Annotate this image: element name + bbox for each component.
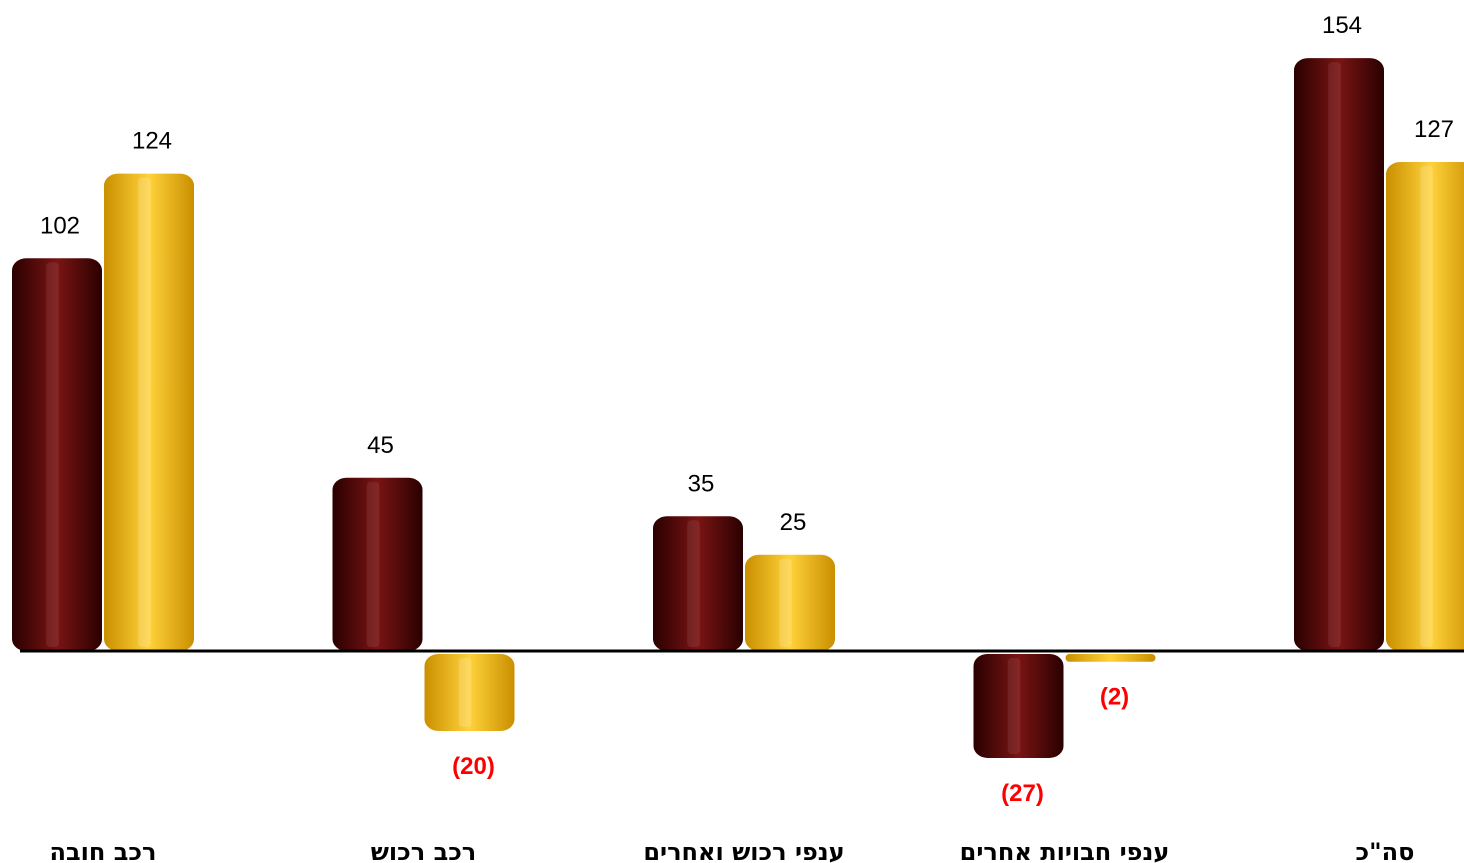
category-label-3: ענפי חבויות אחרים	[960, 838, 1170, 863]
value-label-s1-1: 45	[367, 432, 394, 459]
bar-s2-1	[424, 654, 515, 731]
bar-s2-2	[745, 554, 835, 651]
bar-sheen-s1-0	[46, 262, 59, 647]
bar-sheen-s1-3	[1007, 658, 1021, 754]
category-label-4: סה"כ	[1356, 838, 1415, 863]
bar-sheen-s1-1	[366, 481, 380, 647]
bar-s2-4	[1386, 162, 1464, 651]
bar-s1-1	[332, 477, 423, 651]
value-label-s1-4: 154	[1322, 12, 1362, 39]
value-label-s1-3: (27)	[1001, 780, 1044, 807]
value-label-s1-0: 102	[40, 212, 80, 239]
bar-sheen-s2-4	[1420, 166, 1433, 648]
bar-s2-0	[104, 173, 194, 651]
bar-sheen-s2-0	[138, 177, 151, 647]
category-label-1: רכב רכוש	[371, 838, 477, 863]
bar-sheen-s2-2	[779, 558, 792, 647]
bar-sheen-s1-4	[1328, 62, 1341, 648]
bar-sheen-s2-1	[458, 658, 472, 727]
bar-s1-4	[1294, 58, 1384, 652]
value-label-s2-3: (2)	[1100, 684, 1129, 711]
value-label-s2-2: 25	[780, 509, 807, 536]
bar-s2-3	[1065, 654, 1156, 662]
bar-sheen-s1-2	[687, 520, 700, 647]
bar-s1-0	[12, 258, 102, 651]
value-label-s2-4: 127	[1414, 116, 1454, 143]
value-label-s2-0: 124	[132, 128, 172, 155]
bar-s1-2	[653, 516, 743, 651]
bar-s1-3	[973, 654, 1064, 758]
value-label-s2-1: (20)	[452, 753, 495, 780]
category-label-2: ענפי רכוש ואחרים	[643, 838, 844, 863]
value-label-s1-2: 35	[688, 470, 715, 497]
labels-layer: 102 124 רכב חובה 45 (20) רכב רכוש 35 25 ענפי רכו…	[40, 12, 1454, 863]
category-label-0: רכב חובה	[50, 838, 157, 863]
bars-layer	[12, 58, 1464, 758]
